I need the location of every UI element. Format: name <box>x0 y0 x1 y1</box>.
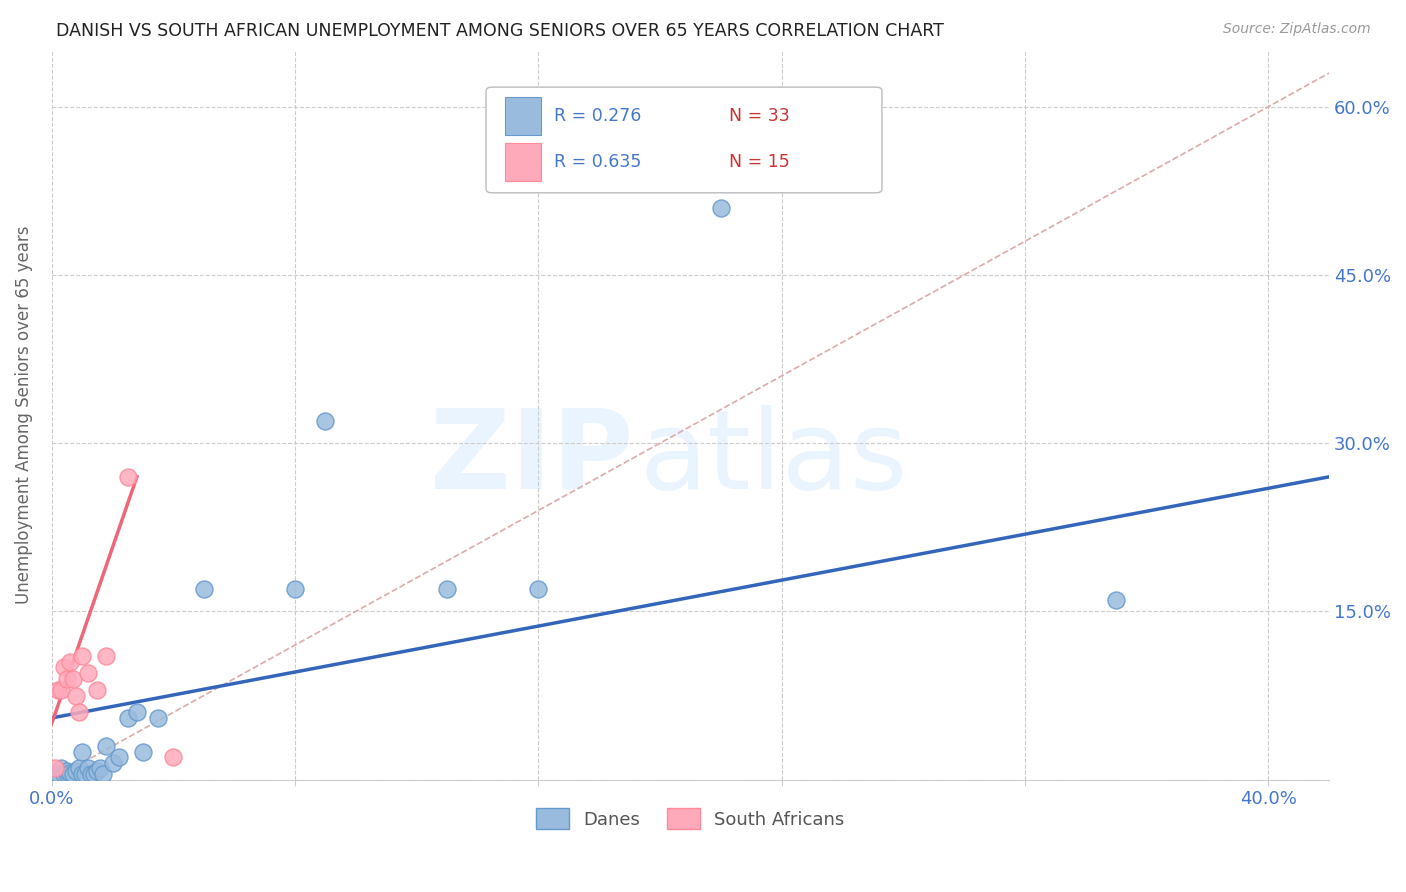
Point <box>59 765 82 780</box>
Point <box>93 767 115 781</box>
Point <box>56 672 79 686</box>
Point <box>83 767 105 781</box>
Point <box>284 582 307 596</box>
Text: R = 0.635: R = 0.635 <box>554 153 641 171</box>
Point <box>527 582 550 596</box>
Point <box>101 756 124 770</box>
Point <box>56 767 79 781</box>
Point <box>49 761 72 775</box>
Text: ZIP: ZIP <box>429 405 633 512</box>
Point <box>52 767 75 781</box>
Point <box>86 764 108 778</box>
Point <box>117 470 139 484</box>
FancyBboxPatch shape <box>505 144 541 181</box>
Legend: Danes, South Africans: Danes, South Africans <box>529 801 852 836</box>
Point <box>193 582 215 596</box>
Point <box>65 689 87 703</box>
Point <box>77 761 100 775</box>
Point <box>148 711 170 725</box>
Point <box>52 660 75 674</box>
Point <box>96 739 118 753</box>
Point <box>46 767 69 781</box>
Text: Source: ZipAtlas.com: Source: ZipAtlas.com <box>1223 22 1371 37</box>
Point <box>67 706 90 720</box>
Point <box>67 761 90 775</box>
Point <box>86 682 108 697</box>
Point <box>96 649 118 664</box>
Point <box>132 745 155 759</box>
Point <box>70 745 93 759</box>
Point <box>1105 593 1128 607</box>
Y-axis label: Unemployment Among Seniors over 65 years: Unemployment Among Seniors over 65 years <box>15 226 32 605</box>
Point <box>49 682 72 697</box>
Text: N = 33: N = 33 <box>728 107 789 125</box>
Point <box>314 414 336 428</box>
Point <box>117 711 139 725</box>
Text: N = 15: N = 15 <box>728 153 789 171</box>
FancyBboxPatch shape <box>505 97 541 136</box>
Point <box>46 682 69 697</box>
Point <box>107 750 129 764</box>
Point <box>59 655 82 669</box>
Point <box>62 767 84 781</box>
Point <box>44 767 66 781</box>
Point <box>44 761 66 775</box>
Point <box>89 761 111 775</box>
Point <box>710 201 733 215</box>
Text: R = 0.276: R = 0.276 <box>554 107 641 125</box>
Point <box>62 672 84 686</box>
Point <box>77 666 100 681</box>
Text: DANISH VS SOUTH AFRICAN UNEMPLOYMENT AMONG SENIORS OVER 65 YEARS CORRELATION CHA: DANISH VS SOUTH AFRICAN UNEMPLOYMENT AMO… <box>56 22 943 40</box>
Point <box>56 764 79 778</box>
Point <box>70 649 93 664</box>
Point <box>65 764 87 778</box>
Point <box>75 767 97 781</box>
Point <box>436 582 458 596</box>
Point <box>80 767 103 781</box>
Point <box>70 767 93 781</box>
Text: atlas: atlas <box>640 405 908 512</box>
FancyBboxPatch shape <box>486 87 882 193</box>
Point <box>162 750 184 764</box>
Point <box>125 706 148 720</box>
